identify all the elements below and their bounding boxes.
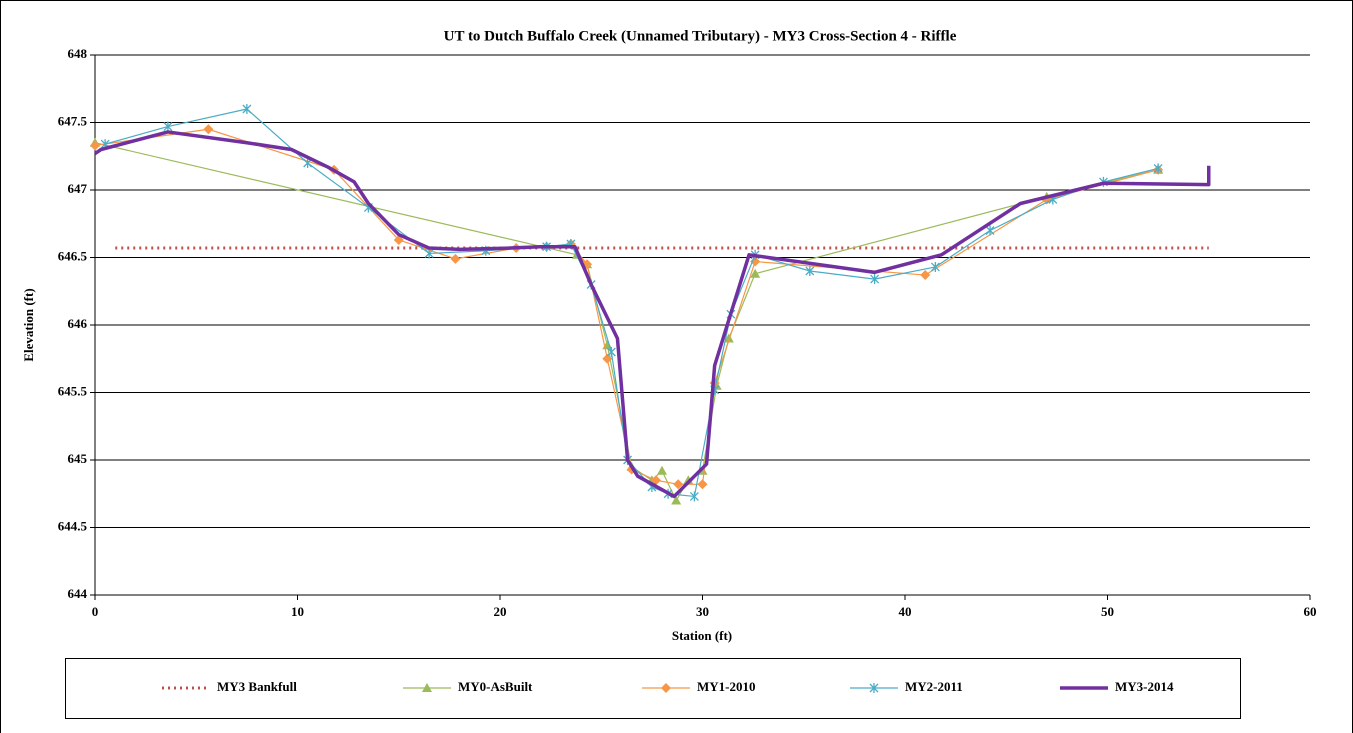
- y-tick-label: 646: [68, 316, 88, 331]
- marker-asterisk: [424, 248, 434, 259]
- x-tick-label: 40: [899, 604, 912, 619]
- y-tick-label: 646.5: [58, 248, 88, 263]
- chart-title: UT to Dutch Buffalo Creek (Unnamed Tribu…: [444, 28, 957, 44]
- marker-diamond: [697, 479, 708, 490]
- x-tick-label: 50: [1101, 604, 1114, 619]
- legend-label: MY0-AsBuilt: [458, 679, 533, 694]
- y-tick-label: 644: [68, 586, 88, 601]
- x-tick-label: 10: [291, 604, 304, 619]
- legend-label: MY3-2014: [1115, 679, 1174, 694]
- marker-triangle: [723, 333, 734, 343]
- marker-asterisk: [985, 225, 995, 236]
- marker-asterisk: [869, 683, 879, 693]
- marker-diamond: [90, 140, 100, 151]
- marker-asterisk: [930, 261, 940, 272]
- legend-label: MY3 Bankfull: [217, 679, 297, 694]
- x-axis-label: Station (ft): [672, 628, 732, 643]
- y-axis-label: Elevation (ft): [21, 288, 36, 361]
- marker-diamond: [450, 253, 461, 264]
- series-line: [94, 130, 1211, 499]
- marker-diamond: [650, 475, 661, 486]
- y-tick-label: 645: [68, 451, 88, 466]
- x-tick-label: 20: [494, 604, 507, 619]
- marker-asterisk: [242, 104, 252, 114]
- y-tick-label: 644.5: [58, 518, 88, 533]
- x-tick-label: 30: [696, 604, 709, 619]
- x-tick-label: 60: [1304, 604, 1317, 619]
- marker-asterisk: [689, 491, 699, 502]
- marker-diamond: [920, 270, 931, 281]
- marker-triangle: [750, 268, 761, 278]
- series-line: [104, 108, 1159, 498]
- legend-label: MY2-2011: [905, 679, 963, 694]
- marker-asterisk: [805, 266, 815, 276]
- marker-asterisk: [1153, 163, 1163, 174]
- y-tick-label: 647.5: [58, 113, 88, 128]
- marker-triangle: [671, 495, 682, 505]
- marker-diamond: [602, 353, 613, 364]
- legend-label: MY1-2010: [697, 679, 756, 694]
- y-tick-label: 645.5: [58, 383, 88, 398]
- marker-triangle: [422, 683, 432, 692]
- y-tick-label: 647: [68, 181, 88, 196]
- marker-triangle: [657, 465, 667, 475]
- marker-diamond: [661, 683, 671, 693]
- x-tick-label: 0: [92, 604, 99, 619]
- y-tick-label: 648: [68, 46, 88, 61]
- marker-diamond: [750, 256, 761, 267]
- marker-asterisk: [870, 274, 880, 285]
- marker-asterisk: [163, 121, 173, 132]
- marker-diamond: [673, 479, 684, 490]
- marker-diamond: [203, 124, 214, 135]
- marker-asterisk: [606, 347, 616, 357]
